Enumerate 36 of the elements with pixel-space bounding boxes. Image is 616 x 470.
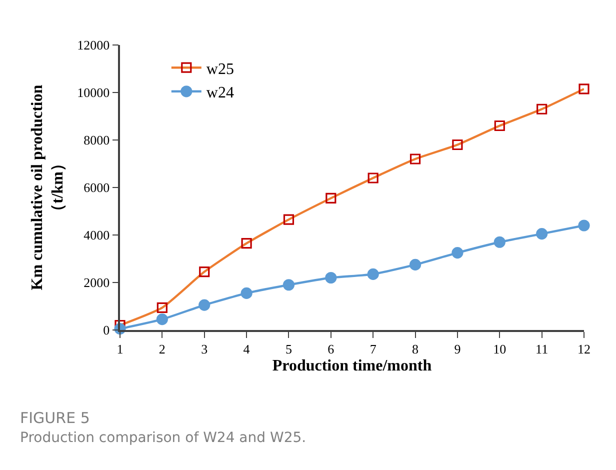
x-tick-label: 8 bbox=[412, 341, 419, 356]
y-axis-title: Km cumulative oil production （t/km） bbox=[28, 84, 67, 290]
x-axis-title: Production time/month bbox=[272, 358, 432, 375]
y-tick-label: 10000 bbox=[77, 85, 110, 100]
point bbox=[452, 247, 464, 259]
x-tick-label: 12 bbox=[578, 341, 590, 356]
x-tick-label: 7 bbox=[370, 341, 377, 356]
point bbox=[156, 314, 168, 326]
x-tick-label: 10 bbox=[493, 341, 506, 356]
x-tick-label: 9 bbox=[454, 341, 461, 356]
y-tick-label: 12000 bbox=[77, 38, 110, 53]
point bbox=[536, 228, 548, 240]
y-tick-label: 6000 bbox=[84, 180, 110, 196]
point bbox=[409, 258, 422, 270]
legend-label: w24 bbox=[206, 84, 234, 102]
caption: FIGURE 5 bbox=[20, 409, 90, 427]
x-tick-label: 5 bbox=[285, 341, 292, 356]
legend-label: w25 bbox=[206, 60, 234, 78]
x-tick-label: 11 bbox=[536, 341, 548, 356]
y-tick-label: 8000 bbox=[84, 132, 110, 148]
point bbox=[240, 287, 252, 299]
x-tick-label: 6 bbox=[328, 341, 335, 356]
point bbox=[578, 220, 590, 232]
x-tick-label: 3 bbox=[201, 341, 208, 356]
point bbox=[282, 279, 295, 291]
y-tick-label: 2000 bbox=[84, 275, 110, 290]
x-tick-label: 4 bbox=[243, 341, 250, 356]
point bbox=[494, 236, 506, 248]
text: Production comparison of W24 and W25. bbox=[20, 430, 306, 446]
y-tick-label: 4000 bbox=[84, 228, 110, 243]
y-tick-label: 0 bbox=[103, 322, 110, 338]
x-tick-label: 1 bbox=[116, 341, 124, 356]
point bbox=[198, 299, 210, 311]
point bbox=[325, 272, 337, 284]
point bbox=[367, 268, 379, 280]
x-tick-label: 2 bbox=[158, 341, 166, 356]
